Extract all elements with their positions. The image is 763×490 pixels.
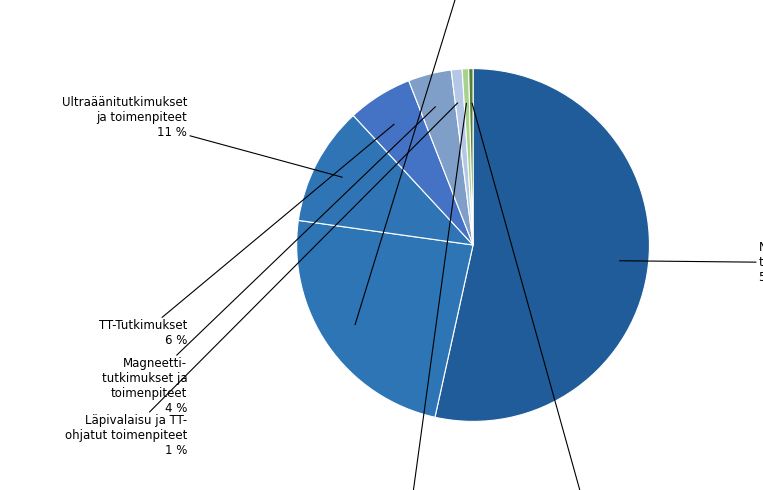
Wedge shape [462, 69, 473, 245]
Wedge shape [435, 69, 649, 421]
Wedge shape [409, 70, 473, 245]
Text: TT-Tutkimukset
6 %: TT-Tutkimukset 6 % [99, 124, 394, 347]
Text: Hammasrekisterissä
olevien laitteiden
tutkimukset
24 %: Hammasrekisterissä olevien laitteiden tu… [355, 0, 542, 325]
Wedge shape [298, 116, 473, 245]
Wedge shape [451, 69, 473, 245]
Text: Läpivalaisu ja TT-
ohjatut toimenpiteet
1 %: Läpivalaisu ja TT- ohjatut toimenpiteet … [65, 103, 458, 457]
Wedge shape [353, 81, 473, 245]
Wedge shape [468, 69, 473, 245]
Text: Natiiviröntgen-
tutkimukset
54 %: Natiiviröntgen- tutkimukset 54 % [620, 241, 763, 284]
Wedge shape [297, 220, 473, 417]
Text: Magneetti-
tutkimukset ja
toimenpiteet
4 %: Magneetti- tutkimukset ja toimenpiteet 4… [101, 107, 436, 415]
Text: Ultraäänitutkimukset
ja toimenpiteet
11 %: Ultraäänitutkimukset ja toimenpiteet 11 … [62, 97, 343, 177]
Text: Verisuonten
varjoainetutkimukset
<1 %: Verisuonten varjoainetutkimukset <1 % [340, 103, 466, 490]
Text: Varjoaine-
tutkimukset
<1 %: Varjoaine- tutkimukset <1 % [472, 103, 636, 490]
